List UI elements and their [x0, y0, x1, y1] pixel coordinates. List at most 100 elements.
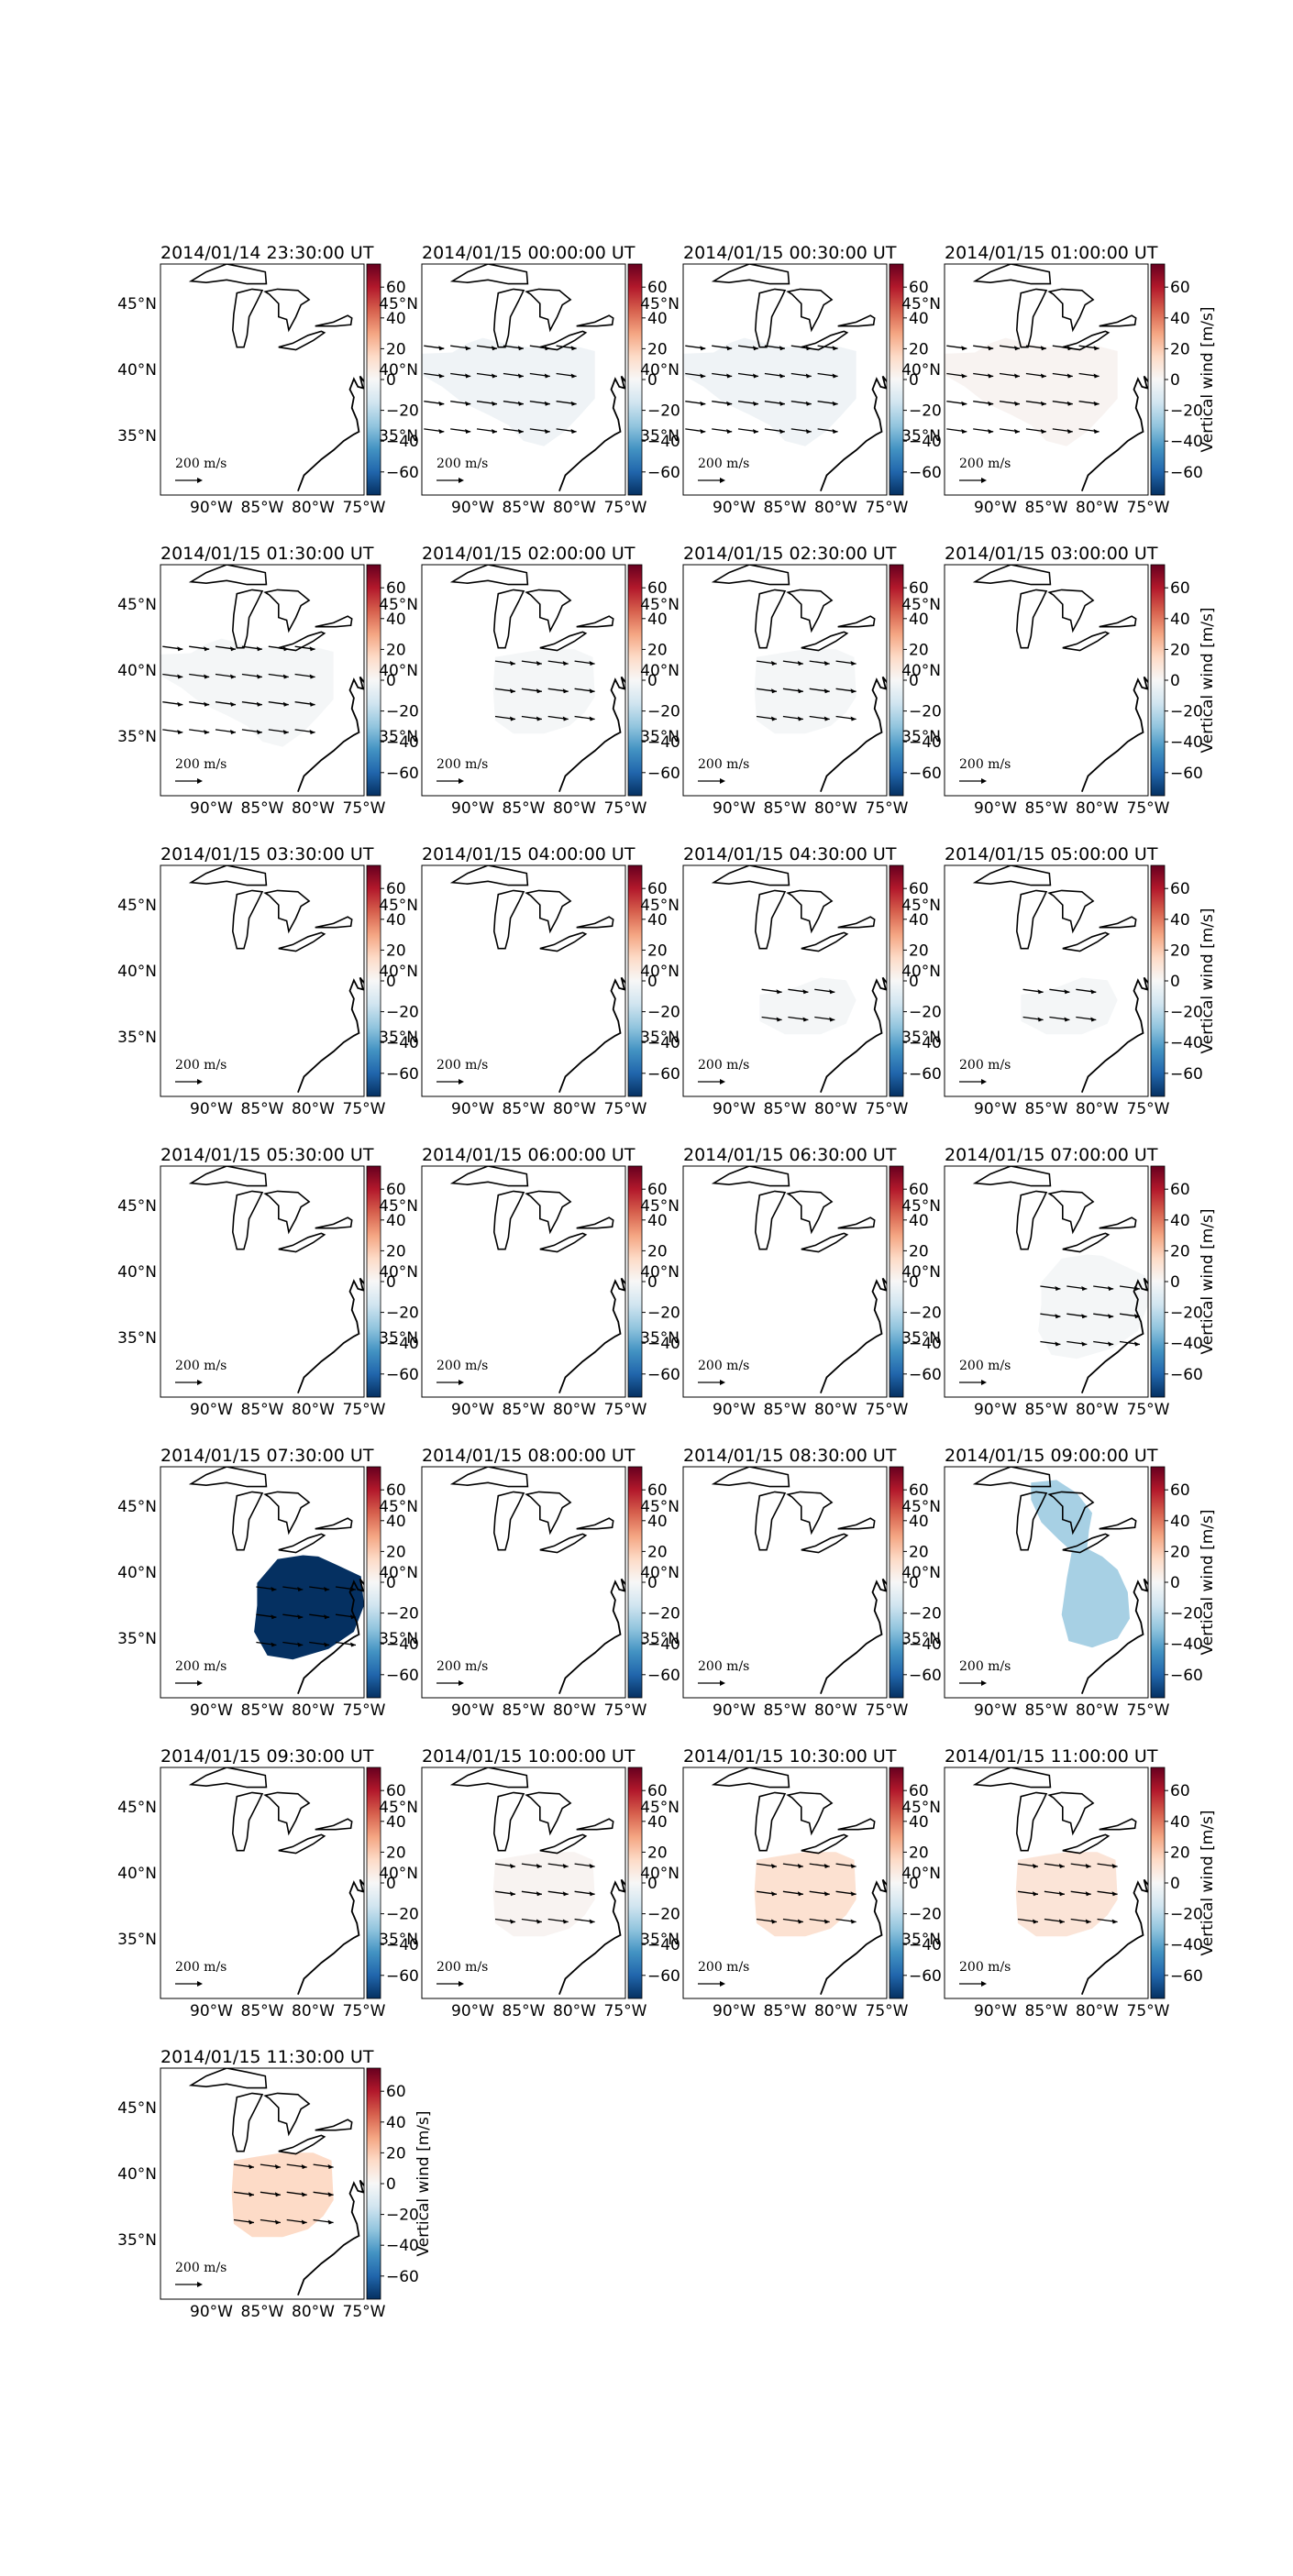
lon-tick-label: 90°W	[713, 1701, 756, 1720]
wind-vector-head	[1081, 1285, 1088, 1291]
lon-tick-label: 85°W	[241, 2002, 284, 2020]
lon-tick-label: 80°W	[1076, 499, 1119, 517]
great-lake-outline	[449, 1767, 529, 1789]
colorbar-tick-label: 20	[909, 641, 929, 659]
great-lake-outline	[315, 1517, 353, 1530]
wind-vector-head	[589, 1891, 595, 1897]
lat-tick-label: 40°N	[379, 361, 418, 380]
lat-tick-label: 40°N	[640, 1263, 680, 1282]
colorbar-tick-label: −40	[386, 2237, 419, 2255]
lat-tick-label: 40°N	[901, 662, 941, 680]
colorbar-tick-label: −40	[1170, 433, 1203, 451]
colorbar-tick-label: −40	[909, 1936, 942, 1954]
colorbar-tick-label: 60	[647, 1481, 668, 1500]
colorbar-tick-label: −20	[386, 703, 419, 721]
great-lake-outline	[1015, 1791, 1048, 1852]
coastline	[1080, 976, 1148, 1094]
arrow-key-label: 200 m/s	[175, 1659, 227, 1674]
colorbar-tick-label: 60	[386, 279, 406, 297]
colorbar-tick-label: −40	[386, 433, 419, 451]
lon-tick-label: 85°W	[1025, 799, 1068, 818]
colorbar-tick-label: −20	[386, 1906, 419, 1924]
wind-vector-head	[726, 346, 733, 351]
wind-vector-head	[1090, 1017, 1097, 1022]
wind-vector-head	[1058, 1891, 1065, 1897]
lat-tick-label: 40°N	[117, 2165, 157, 2184]
colorbar-tick-label: 0	[647, 973, 658, 991]
map-panel: 2014/01/15 04:00:00 UT 90°W 85°W 80°W 75°W 45…	[379, 844, 680, 1118]
colorbar-tick-label: −40	[909, 733, 942, 752]
arrow-key-label: 200 m/s	[437, 457, 488, 471]
great-lake-outline	[263, 1791, 311, 1836]
great-lake-outline	[576, 314, 614, 327]
lon-tick-label: 75°W	[866, 1701, 909, 1720]
lat-tick-label: 45°N	[379, 897, 418, 915]
coastline	[558, 1277, 625, 1394]
lat-tick-label: 35°N	[117, 1630, 157, 1648]
great-lake-outline	[1099, 615, 1137, 628]
arrow-key-head	[720, 1380, 725, 1385]
colorbar-tick-label: 60	[1170, 1181, 1190, 1199]
colorbar-tick-label: −20	[909, 703, 942, 721]
lon-tick-label: 80°W	[1076, 1701, 1119, 1720]
panel-title: 2014/01/15 05:30:00 UT	[160, 1145, 374, 1165]
lat-tick-label: 45°N	[379, 596, 418, 614]
arrow-key-head	[720, 1981, 725, 1987]
arrow-key-head	[197, 478, 203, 483]
lon-tick-label: 90°W	[451, 1100, 494, 1118]
coastline	[297, 1277, 364, 1394]
colorbar-tick-label: −40	[386, 1936, 419, 1954]
colorbar-tick-label: 40	[647, 1813, 668, 1832]
arrow-key-label: 200 m/s	[698, 1659, 749, 1674]
wind-vector-head	[1066, 373, 1073, 379]
lat-tick-label: 40°N	[640, 1564, 680, 1582]
wind-vector-head	[1093, 346, 1100, 351]
arrow-key-head	[459, 1079, 464, 1084]
lon-tick-label: 75°W	[1127, 799, 1170, 818]
arrow-key-label: 200 m/s	[959, 1058, 1011, 1073]
wind-vector-head	[282, 729, 289, 734]
wind-vector-head	[771, 661, 778, 666]
colorbar-tick-label: 0	[1170, 1273, 1180, 1292]
wind-vector-head	[961, 373, 967, 379]
lon-tick-label: 80°W	[1076, 1100, 1119, 1118]
lat-tick-label: 45°N	[640, 897, 680, 915]
colorbar-tick-label: 40	[647, 611, 668, 629]
colorbar-tick-label: 0	[1170, 371, 1180, 390]
great-lake-outline	[972, 1767, 1052, 1789]
wind-vector-head	[570, 373, 577, 379]
arrow-key-label: 200 m/s	[437, 1359, 488, 1373]
wind-vector-head	[570, 346, 577, 351]
lon-tick-label: 90°W	[190, 499, 233, 517]
colorbar-tick-label: 40	[386, 310, 406, 328]
panel-title: 2014/01/15 01:00:00 UT	[945, 243, 1158, 263]
wind-vector-head	[779, 346, 785, 351]
wind-vector-head	[438, 428, 445, 434]
lon-tick-label: 80°W	[553, 1701, 596, 1720]
map-frame	[160, 1466, 365, 1699]
great-lake-outline	[539, 330, 588, 351]
map-area	[188, 1767, 364, 1996]
map-frame	[682, 564, 888, 797]
wind-vector-head	[249, 2192, 255, 2197]
colorbar-tick-label: −20	[386, 1605, 419, 1624]
wind-vector-head	[309, 701, 315, 707]
lat-tick-label: 40°N	[117, 662, 157, 680]
lon-tick-label: 90°W	[451, 799, 494, 818]
colorbar-tick-label: −40	[1170, 1936, 1203, 1954]
lat-tick-label: 35°N	[901, 1029, 941, 1047]
wind-vector-head	[177, 701, 183, 707]
wind-vector-head	[249, 2164, 255, 2170]
great-lake-outline	[786, 589, 834, 633]
wind-vector-head	[1066, 428, 1073, 434]
lon-tick-label: 75°W	[1127, 1401, 1170, 1419]
colorbar-tick-label: 40	[386, 1212, 406, 1230]
colorbar-tick-label: 40	[386, 611, 406, 629]
colorbar-tick-label: 60	[386, 880, 406, 898]
map-frame	[421, 564, 626, 797]
lon-tick-label: 80°W	[814, 1701, 857, 1720]
colorbar-tick-label: 20	[386, 1543, 406, 1561]
map-area	[711, 565, 887, 793]
great-lake-outline	[1047, 288, 1095, 333]
wind-vector-head	[230, 674, 237, 679]
